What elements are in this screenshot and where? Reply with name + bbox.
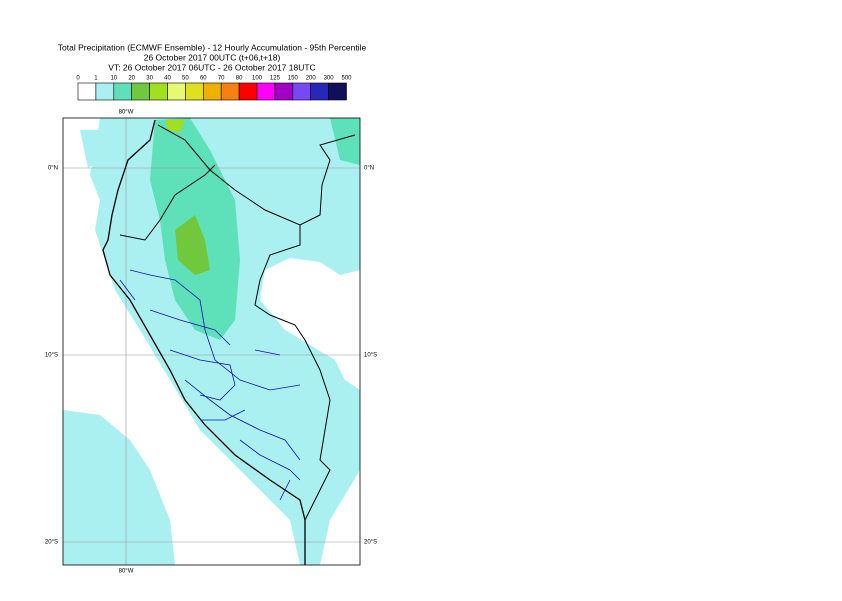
legend-swatch [274,82,294,101]
lat-label: 0°N [48,166,58,172]
subtitle: 26 October 2017 00UTC (t+06,t+18) [144,52,281,62]
precipitation [63,118,360,565]
legend-swatch [220,82,240,101]
boundaries [102,119,356,565]
legend-label: 10 [110,76,117,82]
map-frame [62,117,361,566]
legend-label: 50 [182,76,189,82]
legend-label: 60 [200,76,207,82]
legend-swatch [328,82,347,101]
legend-label: 500 [341,76,352,82]
legend-label: 125 [270,76,281,82]
lat-label: 10°S [45,353,58,359]
legend-swatch [167,82,186,101]
legend-label: 0 [76,76,80,82]
map [62,117,361,566]
legend: 0 1 10 20 30 40 50 60 70 80 100 125 150 200 300 500 [76,76,352,101]
lat-label: 0°N [364,166,374,172]
legend-swatch [203,82,222,101]
lat-label: 20°S [45,540,58,546]
legend-swatch [77,82,97,101]
legend-label: 40 [164,76,171,82]
legend-label: 20 [128,76,135,82]
legend-swatch [113,82,133,101]
legend-label: 70 [218,76,225,82]
lon-label: 80°W [119,110,134,116]
legend-label: 30 [146,76,153,82]
title: Total Precipitation (ECMWF Ensemble) - 1… [58,42,367,52]
legend-swatch [149,82,168,101]
legend-swatch [310,82,329,101]
legend-swatch [185,82,204,101]
legend-label: 300 [324,76,335,82]
lat-label: 10°S [364,353,377,359]
lon-label: 80°W [119,569,134,575]
legend-swatch [256,82,276,101]
legend-label: 1 [94,76,98,82]
graticule [63,118,360,565]
legend-swatch [238,82,258,101]
valid-time: VT: 26 October 2017 06UTC - 26 October 2… [108,62,315,72]
legend-swatch [292,82,311,101]
legend-label: 100 [252,76,263,82]
lat-label: 20°S [364,540,377,546]
legend-label: 200 [306,76,317,82]
legend-label: 80 [236,76,243,82]
legend-swatch [131,82,150,101]
legend-label: 150 [288,76,299,82]
legend-swatch [95,82,115,101]
